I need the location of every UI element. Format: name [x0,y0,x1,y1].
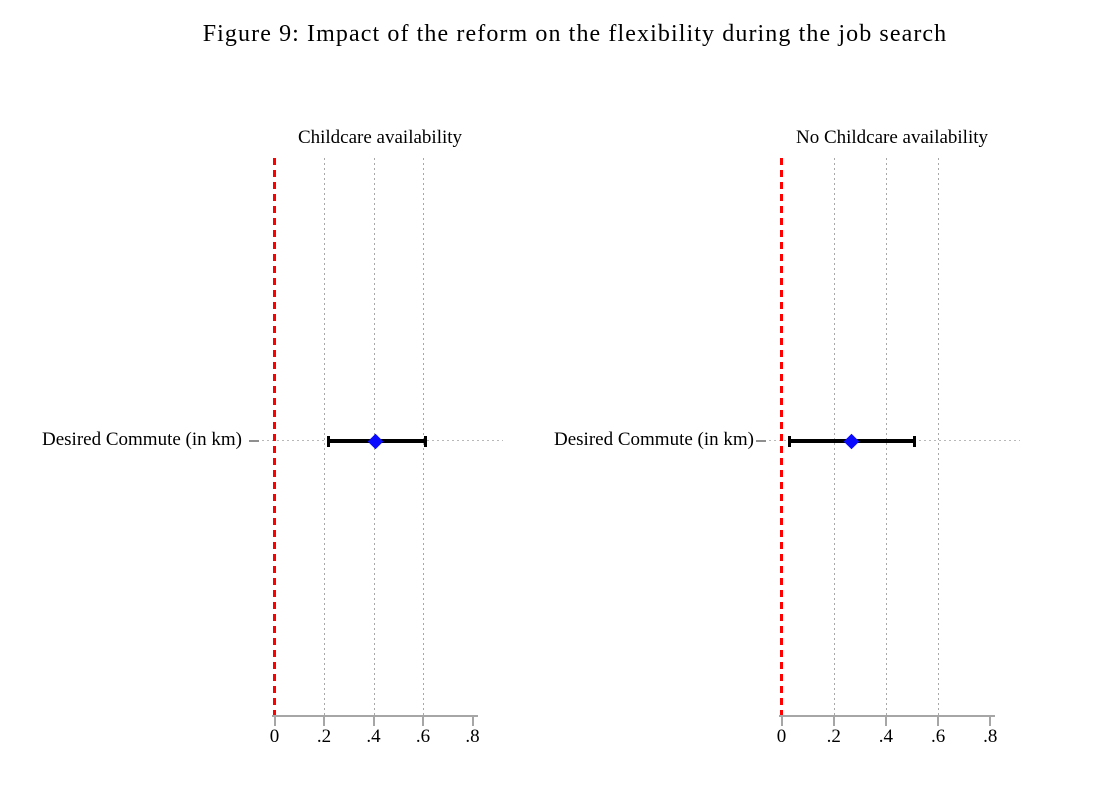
figure-title: Figure 9: Impact of the reform on the fl… [202,21,948,47]
ci-cap-left [327,436,331,447]
x-gridline [885,158,887,715]
x-gridline [938,158,940,715]
x-tick-label: .6 [930,726,946,747]
x-tick-label: .8 [465,726,480,747]
x-axis-tick [989,717,992,726]
x-axis-tick [372,717,375,726]
x-axis-tick [273,717,276,726]
x-tick-label: 0 [269,726,280,747]
x-axis-tick [780,717,783,726]
y-axis-tick [755,440,766,442]
panel-title: Childcare availability [297,127,463,148]
x-tick-label: .4 [878,726,894,747]
x-axis-line [778,715,996,717]
x-gridline [833,158,835,715]
point-estimate-marker [844,433,860,449]
ci-cap-right [423,436,427,447]
zero-reference-line [273,158,276,715]
y-axis-tick [248,440,259,442]
y-category-label: Desired Commute (in km) [554,429,754,450]
x-gridline [324,158,325,715]
x-axis-tick [937,717,940,726]
x-tick-label: .8 [983,726,998,747]
x-axis-line [271,715,478,717]
ci-cap-right [913,436,917,447]
x-tick-label: .6 [415,726,431,747]
x-gridline [423,158,424,715]
x-axis-tick [422,717,424,726]
x-axis-tick [323,717,325,726]
zero-reference-line [780,158,783,715]
x-tick-label: .4 [366,726,381,747]
x-tick-label: 0 [776,726,787,747]
y-category-label: Desired Commute (in km) [42,429,242,450]
x-axis-tick [832,717,835,726]
panel-title: No Childcare availability [795,127,989,148]
x-tick-label: .2 [826,726,841,747]
ci-cap-left [787,436,791,447]
x-tick-label: .2 [316,726,332,747]
x-axis-tick [884,717,887,726]
x-axis-tick [471,717,474,726]
